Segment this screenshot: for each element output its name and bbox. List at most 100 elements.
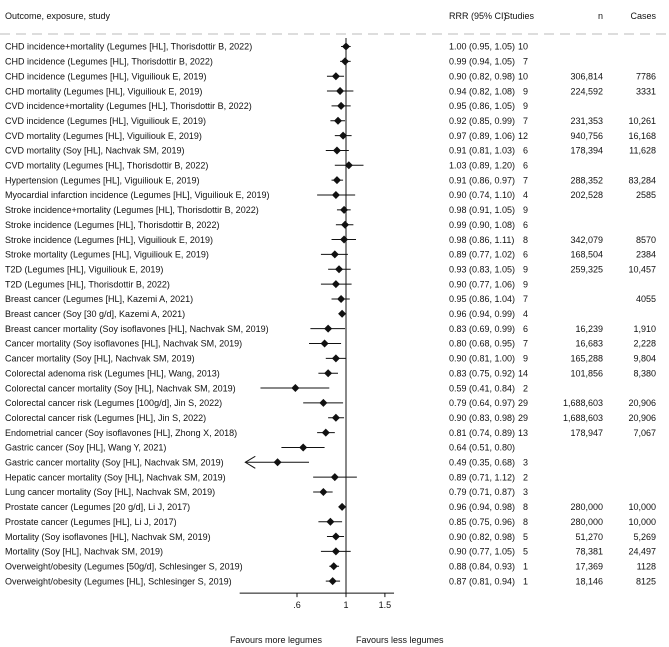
row-studies: 1 xyxy=(523,576,528,586)
row-studies: 7 xyxy=(523,294,528,304)
point-estimate xyxy=(332,146,341,155)
forest-row: CHD mortality (Legumes [HL], Viguiliouk … xyxy=(5,86,656,96)
row-n: 342,079 xyxy=(570,235,603,245)
row-n: 51,270 xyxy=(575,532,603,542)
row-estimate: 0.64 (0.51, 0.80) xyxy=(449,443,515,453)
forest-row: Overweight/obesity (Legumes [HL], Schles… xyxy=(5,576,656,586)
row-label: Lung cancer mortality (Soy [HL], Nachvak… xyxy=(5,487,215,497)
row-label: CHD incidence+mortality (Legumes [HL], T… xyxy=(5,42,252,52)
row-label: Mortality (Soy [HL], Nachvak SM, 2019) xyxy=(5,547,163,557)
row-estimate: 0.90 (0.82, 0.98) xyxy=(449,532,515,542)
row-n: 940,756 xyxy=(570,131,603,141)
row-label: Hypertension (Legumes [HL], Viguiliouk E… xyxy=(5,175,199,185)
row-estimate: 0.90 (0.81, 1.00) xyxy=(449,354,515,364)
row-label: Prostate cancer (Legumes [20 g/d], Li J,… xyxy=(5,502,190,512)
row-label: Stroke incidence (Legumes [HL], Thorisdo… xyxy=(5,220,219,230)
row-label: Hepatic cancer mortality (Soy [HL], Nach… xyxy=(5,472,226,482)
header-row: Outcome, exposure, study RRR (95% CI) St… xyxy=(0,11,669,35)
forest-row: CVD mortality (Legumes [HL], Viguiliouk … xyxy=(5,131,656,141)
header-cases: Cases xyxy=(630,11,656,21)
point-estimate xyxy=(339,131,348,140)
row-studies: 9 xyxy=(523,279,528,289)
row-cases: 16,168 xyxy=(628,131,656,141)
row-n: 202,528 xyxy=(570,190,603,200)
row-studies: 9 xyxy=(523,264,528,274)
row-studies: 3 xyxy=(523,458,528,468)
forest-row: Colorectal cancer risk (Legumes [100g/d]… xyxy=(5,398,656,408)
point-estimate xyxy=(329,562,338,571)
point-estimate xyxy=(340,205,349,214)
forest-row: T2D (Legumes [HL], Thorisdottir B, 2022)… xyxy=(5,279,528,289)
point-estimate xyxy=(299,443,308,452)
row-label: Gastric cancer mortality (Soy [HL], Nach… xyxy=(5,458,224,468)
header-n: n xyxy=(598,11,603,21)
forest-row: CVD mortality (Legumes [HL], Thorisdotti… xyxy=(5,161,528,171)
row-n: 280,000 xyxy=(570,502,603,512)
row-studies: 7 xyxy=(523,175,528,185)
point-estimate xyxy=(340,235,349,244)
point-estimate xyxy=(337,294,346,303)
row-estimate: 0.89 (0.71, 1.12) xyxy=(449,472,515,482)
point-estimate xyxy=(338,502,347,511)
row-label: CVD mortality (Legumes [HL], Thorisdotti… xyxy=(5,161,208,171)
row-studies: 8 xyxy=(523,502,528,512)
row-label: Stroke mortality (Legumes [HL], Viguilio… xyxy=(5,250,209,260)
point-estimate xyxy=(331,532,340,541)
row-n: 78,381 xyxy=(575,547,603,557)
forest-row: Mortality (Soy isoflavones [HL], Nachvak… xyxy=(5,532,656,542)
row-estimate: 0.49 (0.35, 0.68) xyxy=(449,458,515,468)
row-n: 280,000 xyxy=(570,517,603,527)
point-estimate xyxy=(291,384,300,393)
forest-row: Prostate cancer (Legumes [HL], Li J, 201… xyxy=(5,517,656,527)
point-estimate xyxy=(273,458,282,467)
forest-row: CHD incidence+mortality (Legumes [HL], T… xyxy=(5,42,528,52)
row-estimate: 0.87 (0.81, 0.94) xyxy=(449,576,515,586)
row-n: 17,369 xyxy=(575,561,603,571)
x-tick-label: .6 xyxy=(293,600,301,610)
row-estimate: 0.91 (0.86, 0.97) xyxy=(449,175,515,185)
row-studies: 29 xyxy=(518,398,528,408)
forest-row: Prostate cancer (Legumes [20 g/d], Li J,… xyxy=(5,502,656,512)
row-cases: 4055 xyxy=(636,294,656,304)
forest-row: Myocardial infarction incidence (Legumes… xyxy=(5,190,656,200)
row-n: 306,814 xyxy=(570,71,603,81)
forest-row: Hypertension (Legumes [HL], Viguiliouk E… xyxy=(5,175,656,185)
row-estimate: 0.97 (0.89, 1.06) xyxy=(449,131,515,141)
forest-row: Stroke incidence (Legumes [HL], Thorisdo… xyxy=(5,220,528,230)
row-cases: 5,269 xyxy=(633,532,656,542)
row-estimate: 1.00 (0.95, 1.05) xyxy=(449,42,515,52)
forest-row: Colorectal adenoma risk (Legumes [HL], W… xyxy=(5,368,656,378)
row-estimate: 0.90 (0.77, 1.05) xyxy=(449,547,515,557)
row-label: Endometrial cancer (Soy isoflavones [HL]… xyxy=(5,428,237,438)
point-estimate xyxy=(334,116,343,125)
row-label: CVD incidence+mortality (Legumes [HL], T… xyxy=(5,101,252,111)
forest-row: Cancer mortality (Soy [HL], Nachvak SM, … xyxy=(5,354,656,364)
header-estimate: RRR (95% CI) xyxy=(449,11,507,21)
forest-row: Hepatic cancer mortality (Soy [HL], Nach… xyxy=(5,472,528,482)
row-label: CHD incidence (Legumes [HL], Thorisdotti… xyxy=(5,57,213,67)
row-estimate: 0.90 (0.83, 0.98) xyxy=(449,413,515,423)
row-n: 168,504 xyxy=(570,250,603,260)
point-estimate xyxy=(320,339,329,348)
row-cases: 2,228 xyxy=(633,339,656,349)
row-label: Gastric cancer (Soy [HL], Wang Y, 2021) xyxy=(5,443,166,453)
x-axis-label-left: Favours more legumes xyxy=(230,635,323,645)
row-cases: 11,628 xyxy=(629,146,656,156)
point-estimate xyxy=(330,250,339,259)
row-n: 178,394 xyxy=(570,146,603,156)
row-studies: 13 xyxy=(518,428,528,438)
point-estimate xyxy=(321,428,330,437)
row-studies: 2 xyxy=(523,472,528,482)
point-estimate xyxy=(319,398,328,407)
row-label: Breast cancer (Soy [30 g/d], Kazemi A, 2… xyxy=(5,309,185,319)
point-estimate xyxy=(328,577,337,586)
forest-row: Endometrial cancer (Soy isoflavones [HL]… xyxy=(5,428,656,438)
row-studies: 9 xyxy=(523,205,528,215)
row-cases: 10,000 xyxy=(628,517,656,527)
row-estimate: 0.92 (0.85, 0.99) xyxy=(449,116,515,126)
row-n: 18,146 xyxy=(575,576,603,586)
row-n: 288,352 xyxy=(570,175,603,185)
row-estimate: 0.81 (0.74, 0.89) xyxy=(449,428,515,438)
point-estimate xyxy=(331,191,340,199)
x-axis: Favours more legumes Favours less legume… xyxy=(230,38,444,645)
